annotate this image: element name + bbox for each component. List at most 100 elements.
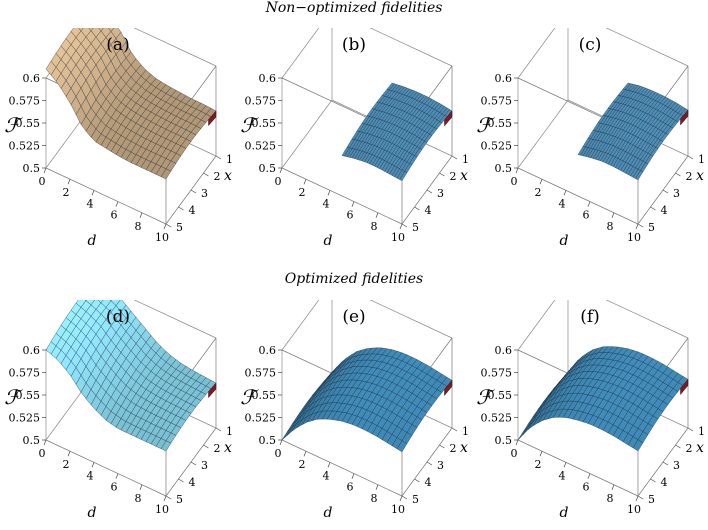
z-tick-label: 0.6	[495, 344, 513, 357]
d-tick-mark	[539, 179, 543, 185]
box-edge	[281, 28, 320, 79]
z-tick-label: 0.55	[16, 117, 41, 130]
box-edge	[45, 167, 167, 225]
d-tick-label: 8	[607, 492, 614, 505]
z-axis-label: ℱ	[476, 113, 495, 137]
d-tick-label: 8	[607, 220, 614, 233]
x-tick-label: 2	[686, 442, 693, 455]
z-tick-label: 0.55	[252, 389, 277, 402]
z-tick-label: 0.5	[23, 162, 41, 175]
d-tick-mark	[139, 484, 143, 490]
d-tick-label: 6	[583, 481, 590, 494]
surface-cell	[386, 82, 395, 91]
box-edge	[281, 99, 333, 169]
d-axis-label: d	[88, 505, 97, 521]
x-tick-mark	[215, 427, 222, 432]
d-tick-label: 0	[275, 175, 282, 188]
z-axis-label: ℱ	[240, 113, 259, 137]
x-tick-mark	[190, 461, 197, 466]
surface-cell	[109, 300, 112, 302]
z-tick-label: 0.55	[488, 389, 513, 402]
bottom-section-title: Optimized fidelities	[284, 271, 424, 287]
surface-cell	[522, 421, 534, 435]
x-tick-label: 1	[226, 425, 233, 438]
z-tick-label: 0.525	[245, 412, 277, 425]
d-tick-label: 2	[535, 186, 542, 199]
d-tick-mark	[351, 473, 355, 479]
x-tick-mark	[675, 444, 681, 449]
panel-label: (a)	[106, 35, 129, 55]
d-tick-mark	[279, 439, 283, 446]
z-axis-label: ℱ	[4, 113, 23, 137]
d-tick-mark	[279, 167, 283, 174]
panel-label: (f)	[580, 307, 600, 327]
x-tick-label: 5	[412, 221, 419, 234]
x-tick-label: 1	[226, 153, 233, 166]
x-tick-mark	[414, 206, 420, 211]
d-tick-mark	[115, 201, 119, 207]
box-edge	[281, 167, 403, 225]
x-tick-mark	[637, 223, 644, 228]
d-tick-label: 10	[155, 503, 169, 516]
d-tick-label: 2	[63, 458, 70, 471]
z-tick-label: 0.525	[9, 140, 41, 153]
d-tick-mark	[91, 462, 95, 468]
x-tick-label: 2	[214, 442, 221, 455]
d-tick-mark	[139, 212, 143, 218]
z-tick-label: 0.55	[252, 117, 277, 130]
surface-cell	[88, 28, 94, 31]
x-tick-mark	[439, 444, 445, 449]
d-tick-mark	[611, 212, 615, 218]
d-tick-label: 0	[39, 175, 46, 188]
x-tick-mark	[165, 223, 172, 228]
d-tick-mark	[399, 495, 403, 502]
box-edge	[133, 28, 217, 67]
d-tick-label: 4	[559, 469, 566, 482]
d-tick-label: 10	[627, 231, 641, 244]
d-tick-mark	[399, 223, 403, 230]
x-tick-label: 2	[450, 170, 457, 183]
x-tick-mark	[451, 427, 458, 432]
panel-e: (e) 0.5 0.525 0.55 0.575 0.6 ℱ 0 2 4 6 8 10 d 1 2 3 4 5 x	[236, 300, 472, 530]
z-tick-label: 0.6	[23, 344, 41, 357]
x-tick-mark	[451, 155, 458, 160]
d-tick-mark	[563, 462, 567, 468]
d-tick-label: 0	[511, 175, 518, 188]
x-tick-label: 5	[176, 493, 183, 506]
x-tick-mark	[426, 189, 433, 194]
x-tick-label: 5	[648, 493, 655, 506]
z-tick-label: 0.575	[481, 95, 513, 108]
surface-edge-cap	[444, 379, 453, 397]
box-edge	[517, 99, 569, 169]
x-tick-mark	[687, 155, 694, 160]
box-edge	[133, 300, 217, 339]
box-edge	[517, 167, 639, 225]
panel-f: (f) 0.5 0.525 0.55 0.575 0.6 ℱ 0 2 4 6 8 10 d 1 2 3 4 5 x	[472, 300, 708, 530]
z-tick-label: 0.6	[495, 72, 513, 85]
x-tick-label: 4	[189, 204, 196, 217]
d-tick-mark	[515, 167, 519, 174]
panel-label: (e)	[342, 307, 365, 327]
surface-cell	[622, 82, 631, 90]
d-tick-label: 0	[275, 447, 282, 460]
box-edge	[517, 439, 639, 497]
x-tick-label: 4	[661, 204, 668, 217]
d-tick-label: 8	[371, 492, 378, 505]
z-axis-label: ℱ	[4, 385, 23, 409]
surface-cell	[562, 365, 574, 378]
box-edge	[281, 300, 320, 351]
x-tick-label: 3	[201, 187, 208, 200]
x-tick-mark	[203, 172, 209, 177]
x-tick-mark	[439, 172, 445, 177]
d-tick-label: 2	[535, 458, 542, 471]
surface-cell	[85, 300, 87, 301]
d-tick-mark	[67, 179, 71, 185]
x-tick-mark	[637, 495, 644, 500]
x-axis-label: x	[696, 168, 704, 184]
x-tick-label: 3	[437, 459, 444, 472]
x-tick-mark	[675, 172, 681, 177]
x-axis-label: x	[696, 440, 704, 456]
d-tick-label: 4	[559, 197, 566, 210]
d-tick-mark	[163, 223, 167, 230]
x-tick-label: 4	[425, 204, 432, 217]
